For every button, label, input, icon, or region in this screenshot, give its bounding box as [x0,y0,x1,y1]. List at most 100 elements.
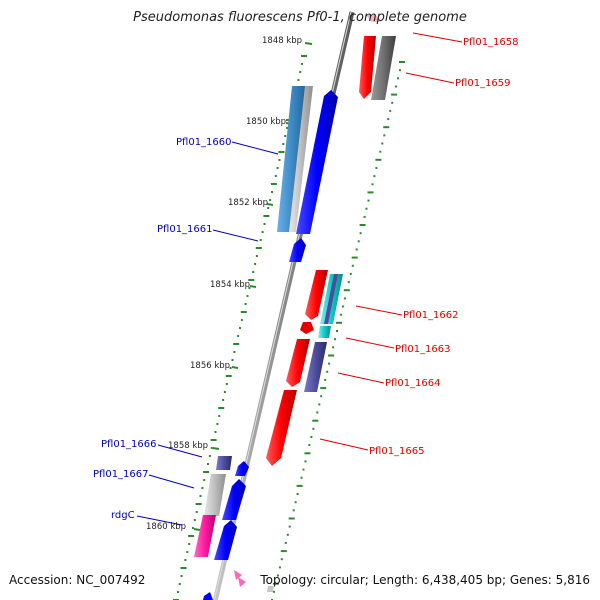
ring-tick [397,77,400,80]
ring-tick [359,232,362,235]
ring-tick [355,248,358,251]
ring-tick [191,527,194,529]
ring-tick [300,476,303,479]
ring-tick [365,207,368,210]
ring-tick [391,101,394,104]
ring-tick [381,142,384,145]
accession-value: NC_007492 [76,573,146,587]
ring-tick [332,346,335,349]
ring-tick [180,575,183,577]
kbp-tick [304,42,313,45]
right-labels: Pfl01_1658 Pfl01_1659 Pfl01_1662 Pfl01_1… [319,32,519,457]
gene-label-pfl01-1659[interactable]: Pfl01_1659 [455,78,511,89]
forward-genes [266,15,396,466]
ring-tick [239,327,241,329]
gene-feature[interactable] [222,479,246,520]
gene-label-pfl01-1661[interactable]: Pfl01_1661 [157,224,213,235]
ring-tick [222,399,225,401]
ring-tick [188,535,195,537]
gene-feature[interactable] [296,90,338,234]
kbp-label: 1856 kbp [190,361,230,371]
ring-tick [294,501,297,504]
gene-feature[interactable] [366,15,381,22]
ring-tick [343,297,346,300]
gene-label-pfl01-1664[interactable]: Pfl01_1664 [385,378,441,389]
ring-tick [252,271,255,273]
ring-tick [186,551,189,553]
gene-feature[interactable] [304,342,327,392]
label-leader-line [212,229,259,242]
ring-tick [301,63,304,65]
gene-feature[interactable] [371,36,396,100]
gene-feature[interactable] [267,586,274,592]
gene-label-pfl01-1663[interactable]: Pfl01_1663 [395,344,451,355]
gene-feature[interactable] [238,577,246,587]
ring-tick [270,183,277,185]
ring-tick [233,343,240,345]
accession-label: Accession: [9,573,73,587]
gene-feature[interactable] [214,520,237,560]
ring-tick [278,151,285,153]
gene-feature[interactable] [300,322,314,334]
ring-tick [229,367,232,369]
gene-feature[interactable] [324,274,338,324]
accession-info: Accession: NC_007492 [9,573,145,587]
ring-tick [334,338,336,341]
gene-feature[interactable] [286,339,310,387]
label-leader-line [319,438,369,451]
kbp-label: 1852 kbp [228,198,268,208]
ring-tick [282,143,285,145]
gene-feature[interactable] [289,238,306,262]
label-leader-line [231,141,279,155]
gene-label-pfl01-1667[interactable]: Pfl01_1667 [93,469,149,480]
gene-feature[interactable] [234,570,242,580]
gene-feature[interactable] [318,326,331,338]
ring-tick [292,509,295,512]
gene-label-pfl01-1662[interactable]: Pfl01_1662 [403,310,459,321]
ring-tick [280,550,287,553]
ring-tick [363,215,366,218]
ring-tick [203,479,206,481]
gene-feature[interactable] [289,86,313,232]
gene-feature[interactable] [305,270,328,320]
ring-tick [324,378,327,381]
gene-label-pfl01-1658[interactable]: Pfl01_1658 [463,37,519,48]
ring-tick [391,93,398,96]
ring-tick [288,525,291,528]
kbp-tick [266,203,274,206]
gene-feature[interactable] [204,474,226,516]
gene-label-rdgc[interactable]: rdgC [111,510,135,521]
ring-tick [304,460,307,463]
ring-tick [288,517,295,520]
gene-feature[interactable] [359,36,376,99]
ring-tick [184,559,187,561]
ring-tick [201,487,204,489]
ring-tick [389,109,392,112]
gene-feature[interactable] [235,461,249,476]
ring-tick [336,330,338,332]
ring-tick [336,321,342,324]
ring-tick [299,71,302,73]
gene-feature[interactable] [266,390,297,466]
gene-label-pfl01-1660[interactable]: Pfl01_1660 [176,137,232,148]
ring-tick [297,79,300,81]
kbp-tick [249,285,257,288]
ring-tick [240,319,243,321]
gene-label-pfl01-1665[interactable]: Pfl01_1665 [369,446,425,457]
ring-tick [259,239,262,241]
ring-tick [347,281,350,284]
ring-tick [195,503,202,505]
gene-feature[interactable] [216,456,232,470]
ring-tick [273,590,275,593]
gene-label-pfl01-1666[interactable]: Pfl01_1666 [101,439,157,450]
gene-feature[interactable] [203,592,213,600]
ring-tick [359,224,366,226]
ring-tick [248,287,251,289]
ring-tick [296,484,303,487]
ring-tick [231,359,234,361]
label-leader-line [148,474,195,489]
label-leader-line [345,337,395,349]
gene-feature[interactable] [194,515,216,557]
ring-tick [296,493,299,495]
ring-tick [312,419,319,422]
